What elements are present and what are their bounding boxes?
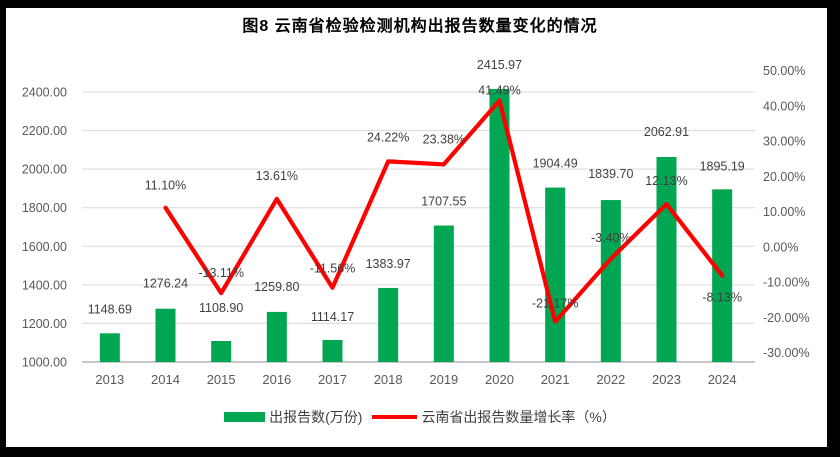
bar-label-2019: 1707.55 bbox=[421, 195, 466, 209]
x-axis-label-2013: 2013 bbox=[95, 372, 124, 387]
bar-2013 bbox=[99, 333, 120, 362]
bar-2020 bbox=[489, 88, 510, 362]
legend-line-swatch bbox=[372, 415, 418, 419]
right-axis-tick-40: 40.00% bbox=[763, 99, 805, 113]
x-axis-label-2017: 2017 bbox=[318, 372, 347, 387]
x-axis-label-2021: 2021 bbox=[541, 372, 570, 387]
legend: 出报告数(万份) 云南省出报告数量增长率（%） bbox=[0, 406, 840, 428]
line-label-2019: 23.38% bbox=[423, 132, 465, 146]
x-axis-label-2020: 2020 bbox=[485, 372, 514, 387]
x-axis-label-2015: 2015 bbox=[207, 372, 236, 387]
bar-label-2021: 1904.49 bbox=[533, 157, 578, 171]
line-label-2021: -21.17% bbox=[532, 297, 579, 311]
left-axis-tick-2200: 2200.00 bbox=[22, 124, 67, 138]
bar-2014 bbox=[155, 308, 176, 362]
right-axis-tick-20: 20.00% bbox=[763, 170, 805, 184]
bar-2015 bbox=[211, 340, 232, 362]
line-label-2016: 13.61% bbox=[256, 169, 298, 183]
line-label-2014: 11.10% bbox=[145, 179, 186, 193]
bar-2016 bbox=[266, 311, 287, 362]
left-axis-tick-1800: 1800.00 bbox=[22, 201, 67, 215]
right-axis-tick--10: -10.00% bbox=[763, 276, 810, 290]
x-axis-label-2018: 2018 bbox=[374, 372, 403, 387]
x-axis-label-2022: 2022 bbox=[596, 372, 625, 387]
growth-rate-line bbox=[163, 98, 725, 324]
right-axis-tick-50: 50.00% bbox=[763, 64, 805, 78]
bar-label-2018: 1383.97 bbox=[366, 257, 411, 271]
line-label-2017: -11.56% bbox=[310, 262, 356, 276]
bar-label-2014: 1276.24 bbox=[143, 277, 188, 291]
x-axis-label-2024: 2024 bbox=[708, 372, 737, 387]
left-axis-tick-2000: 2000.00 bbox=[22, 163, 67, 177]
bar-label-2017: 1114.17 bbox=[311, 310, 354, 324]
legend-line-label: 云南省出报告数量增长率（%） bbox=[421, 409, 616, 425]
frame-border-right bbox=[827, 0, 840, 457]
bar-label-2024: 1895.19 bbox=[700, 159, 745, 173]
bar-label-2023: 2062.91 bbox=[644, 125, 689, 139]
bar-label-2022: 1839.70 bbox=[588, 167, 633, 181]
frame-border-left bbox=[0, 0, 6, 457]
left-axis-tick-2400: 2400.00 bbox=[22, 86, 67, 100]
x-axis-label-2019: 2019 bbox=[429, 372, 458, 387]
bar-label-2015: 1108.90 bbox=[199, 301, 243, 315]
legend-bar-swatch bbox=[224, 412, 266, 422]
x-axis-label-2014: 2014 bbox=[151, 372, 180, 387]
left-axis-tick-1000: 1000.00 bbox=[22, 356, 67, 370]
x-axis-label-2016: 2016 bbox=[262, 372, 291, 387]
bar-2021 bbox=[545, 187, 566, 362]
bar-label-2016: 1259.80 bbox=[254, 280, 299, 294]
line-label-2023: 12.13% bbox=[645, 174, 687, 188]
right-axis-tick--30: -30.00% bbox=[763, 346, 810, 360]
frame-border-top bbox=[0, 0, 840, 8]
bar-2019 bbox=[433, 225, 454, 362]
bar-2018 bbox=[378, 287, 399, 362]
bar-2022 bbox=[600, 200, 621, 362]
right-axis-tick-30: 30.00% bbox=[763, 135, 805, 149]
line-label-2024: -8.13% bbox=[702, 291, 742, 305]
bar-label-2020: 2415.97 bbox=[477, 58, 522, 72]
legend-bar-label: 出报告数(万份) bbox=[269, 409, 363, 425]
x-axis-label-2023: 2023 bbox=[652, 372, 681, 387]
left-axis-tick-1200: 1200.00 bbox=[22, 317, 67, 331]
right-axis-tick-0: 0.00% bbox=[763, 240, 798, 254]
left-axis-tick-1600: 1600.00 bbox=[22, 240, 67, 254]
right-axis-tick--20: -20.00% bbox=[763, 311, 810, 325]
line-label-2022: -3.40% bbox=[591, 231, 631, 245]
line-label-2015: -13.11% bbox=[198, 266, 244, 280]
frame-border-bottom bbox=[0, 447, 840, 457]
bar-2017 bbox=[322, 339, 343, 362]
left-axis-tick-1400: 1400.00 bbox=[22, 278, 67, 292]
chart-title: 图8 云南省检验检测机构出报告数量变化的情况 bbox=[242, 18, 598, 35]
line-label-2018: 24.22% bbox=[367, 130, 409, 144]
bar-label-2013: 1148.69 bbox=[88, 302, 132, 316]
line-label-2020: 41.49% bbox=[478, 84, 520, 98]
right-axis-tick-10: 10.00% bbox=[763, 205, 805, 219]
